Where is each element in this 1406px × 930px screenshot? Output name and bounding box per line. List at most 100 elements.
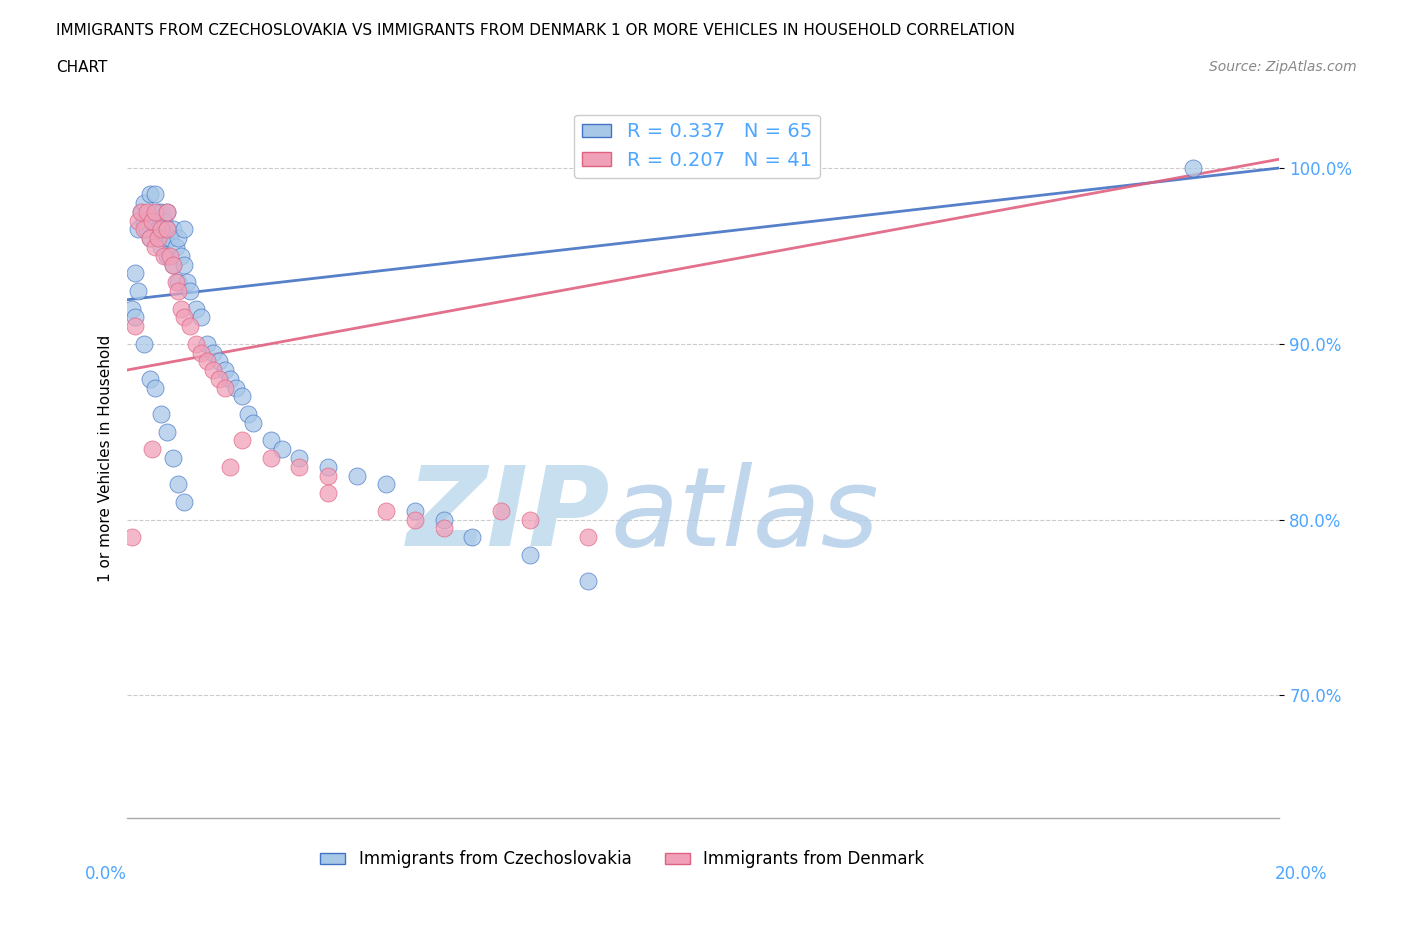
Point: [318, 459, 340, 474]
Point: [138, 371, 160, 386]
Point: [148, 205, 170, 219]
Point: [318, 485, 340, 500]
Point: [132, 222, 155, 237]
Point: [153, 248, 176, 263]
Point: [576, 574, 599, 589]
Point: [184, 337, 207, 352]
Point: [208, 371, 231, 386]
Point: [141, 213, 163, 228]
Point: [576, 530, 599, 545]
Point: [127, 284, 149, 299]
Point: [214, 380, 236, 395]
Point: [129, 205, 152, 219]
Point: [156, 248, 179, 263]
Point: [259, 433, 281, 448]
Point: [288, 451, 311, 466]
Point: [225, 380, 247, 395]
Point: [519, 547, 541, 562]
Point: [156, 205, 179, 219]
Point: [153, 213, 176, 228]
Point: [173, 222, 195, 237]
Point: [208, 354, 231, 369]
Point: [127, 213, 149, 228]
Point: [519, 512, 541, 527]
Point: [156, 205, 179, 219]
Point: [288, 459, 311, 474]
Point: [148, 231, 170, 246]
Point: [202, 363, 225, 378]
Point: [156, 424, 179, 439]
Text: 20.0%: 20.0%: [1274, 865, 1327, 884]
Point: [148, 222, 170, 237]
Point: [129, 205, 152, 219]
Point: [145, 205, 166, 219]
Point: [184, 301, 207, 316]
Point: [167, 274, 190, 289]
Point: [1182, 161, 1205, 176]
Text: atlas: atlas: [610, 462, 879, 569]
Point: [153, 231, 176, 246]
Point: [231, 389, 253, 404]
Point: [173, 258, 195, 272]
Point: [145, 187, 166, 202]
Point: [165, 274, 187, 289]
Point: [138, 187, 160, 202]
Point: [150, 222, 173, 237]
Point: [195, 354, 218, 369]
Point: [156, 222, 179, 237]
Point: [195, 337, 218, 352]
Point: [141, 213, 163, 228]
Point: [271, 442, 294, 457]
Point: [132, 195, 155, 210]
Point: [132, 337, 155, 352]
Point: [242, 416, 264, 431]
Legend: Immigrants from Czechoslovakia, Immigrants from Denmark: Immigrants from Czechoslovakia, Immigran…: [314, 844, 931, 875]
Point: [404, 503, 426, 518]
Point: [150, 406, 173, 421]
Point: [433, 521, 456, 536]
Point: [173, 310, 195, 325]
Point: [167, 231, 190, 246]
Point: [433, 512, 456, 527]
Point: [170, 248, 193, 263]
Point: [374, 503, 398, 518]
Point: [259, 451, 281, 466]
Point: [162, 451, 184, 466]
Point: [159, 248, 181, 263]
Point: [145, 380, 166, 395]
Point: [190, 345, 212, 360]
Text: CHART: CHART: [56, 60, 108, 75]
Point: [159, 231, 181, 246]
Point: [461, 530, 484, 545]
Point: [190, 310, 212, 325]
Point: [121, 301, 143, 316]
Text: Source: ZipAtlas.com: Source: ZipAtlas.com: [1209, 60, 1357, 74]
Text: ZIP: ZIP: [408, 462, 610, 569]
Point: [141, 442, 163, 457]
Point: [132, 213, 155, 228]
Text: 0.0%: 0.0%: [84, 865, 127, 884]
Point: [162, 258, 184, 272]
Point: [121, 530, 143, 545]
Point: [179, 319, 201, 334]
Point: [219, 371, 242, 386]
Point: [135, 205, 157, 219]
Point: [127, 222, 149, 237]
Text: IMMIGRANTS FROM CZECHOSLOVAKIA VS IMMIGRANTS FROM DENMARK 1 OR MORE VEHICLES IN : IMMIGRANTS FROM CZECHOSLOVAKIA VS IMMIGR…: [56, 23, 1015, 38]
Point: [346, 468, 368, 483]
Point: [162, 222, 184, 237]
Point: [124, 319, 146, 334]
Point: [491, 503, 513, 518]
Point: [219, 459, 242, 474]
Point: [404, 512, 426, 527]
Point: [318, 468, 340, 483]
Point: [150, 205, 173, 219]
Point: [124, 266, 146, 281]
Point: [145, 213, 166, 228]
Point: [124, 310, 146, 325]
Point: [167, 284, 190, 299]
Point: [176, 274, 198, 289]
Point: [202, 345, 225, 360]
Point: [170, 301, 193, 316]
Point: [236, 406, 259, 421]
